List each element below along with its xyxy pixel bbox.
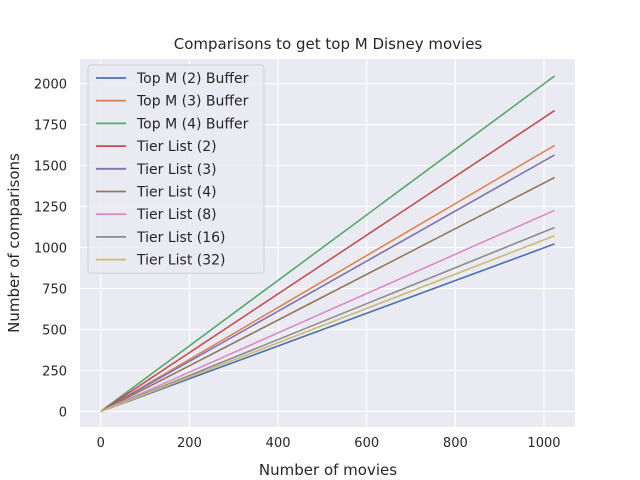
y-tick-label: 500 (42, 323, 67, 338)
legend-label: Tier List (4) (136, 185, 217, 201)
y-tick-label: 1750 (34, 119, 67, 134)
x-tick-label: 0 (97, 436, 105, 451)
legend-label: Top M (4) Buffer (136, 116, 249, 132)
series-line-3 (100, 75, 556, 413)
series-line-2 (100, 144, 556, 413)
x-tick-label: 1000 (527, 436, 560, 451)
legend-label: Tier List (32) (136, 253, 226, 269)
legend-label: Tier List (3) (136, 162, 217, 178)
series-line-8 (100, 226, 555, 413)
y-tick-label: 250 (42, 364, 67, 379)
series-line-5 (100, 154, 555, 413)
chart-title: Comparisons to get top M Disney movies (174, 35, 483, 53)
series-line-4 (100, 109, 556, 413)
x-tick-label: 800 (443, 436, 468, 451)
axis-ticks: 0 200 400 600 800 1000 0 250 500 750 1000 1250 1500 1… (34, 78, 561, 451)
legend-box (87, 64, 265, 274)
legend-label: Tier List (16) (136, 230, 226, 246)
legend-label: Top M (3) Buffer (136, 94, 249, 110)
legend-label: Tier List (8) (136, 207, 217, 223)
x-axis-label: Number of movies (259, 461, 397, 479)
y-tick-label: 1250 (34, 201, 67, 216)
legend: Top M (2) Buffer Top M (3) Buffer Top M (4… (87, 64, 265, 274)
y-tick-label: 2000 (34, 78, 67, 93)
legend-label: Top M (2) Buffer (136, 71, 249, 87)
series-lines (100, 75, 556, 413)
y-axis-label: Number of comparisons (5, 153, 23, 333)
y-tick-label: 750 (42, 282, 67, 297)
series-line-6 (100, 176, 555, 413)
series-line-9 (100, 234, 555, 413)
y-tick-label: 1000 (34, 242, 67, 257)
legend-label: Tier List (2) (136, 139, 217, 155)
x-tick-label: 600 (354, 436, 379, 451)
y-tick-label: 1500 (34, 160, 67, 175)
series-line-1 (100, 243, 555, 413)
x-tick-label: 200 (177, 436, 202, 451)
y-tick-label: 0 (59, 405, 67, 420)
series-line-7 (100, 209, 555, 413)
x-tick-label: 400 (266, 436, 291, 451)
